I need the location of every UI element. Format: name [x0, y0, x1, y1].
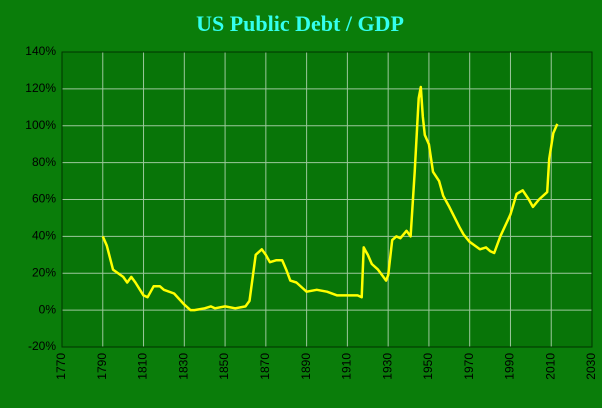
- x-tick-label: 1790: [95, 353, 109, 380]
- chart-title: US Public Debt / GDP: [196, 11, 404, 36]
- plot-border: [61, 51, 593, 348]
- y-tick-label: 20%: [32, 265, 56, 279]
- x-tick-label: 1770: [54, 353, 68, 380]
- x-tick-label: 1950: [421, 353, 435, 380]
- y-tick-label: 120%: [25, 81, 56, 95]
- x-tick-label: 1990: [503, 353, 517, 380]
- data-line: [101, 85, 559, 312]
- x-tick-label: 1810: [136, 353, 150, 380]
- x-tick-label: 1890: [299, 353, 313, 380]
- y-tick-label: 140%: [25, 44, 56, 58]
- y-tick-label: 40%: [32, 229, 56, 243]
- x-tick-label: 1850: [217, 353, 231, 380]
- x-tick-label: 1970: [462, 353, 476, 380]
- x-tick-label: 1930: [380, 353, 394, 380]
- y-tick-label: 0%: [39, 302, 57, 316]
- y-tick-label: 80%: [32, 155, 56, 169]
- y-tick-label: -20%: [28, 339, 56, 353]
- x-tick-label: 1830: [176, 353, 190, 380]
- x-tick-label: 2030: [584, 353, 598, 380]
- x-tick-label: 2010: [543, 353, 557, 380]
- y-tick-label: 100%: [25, 118, 56, 132]
- x-tick-label: 1910: [340, 353, 354, 380]
- x-tick-label: 1870: [258, 353, 272, 380]
- y-tick-label: 60%: [32, 192, 56, 206]
